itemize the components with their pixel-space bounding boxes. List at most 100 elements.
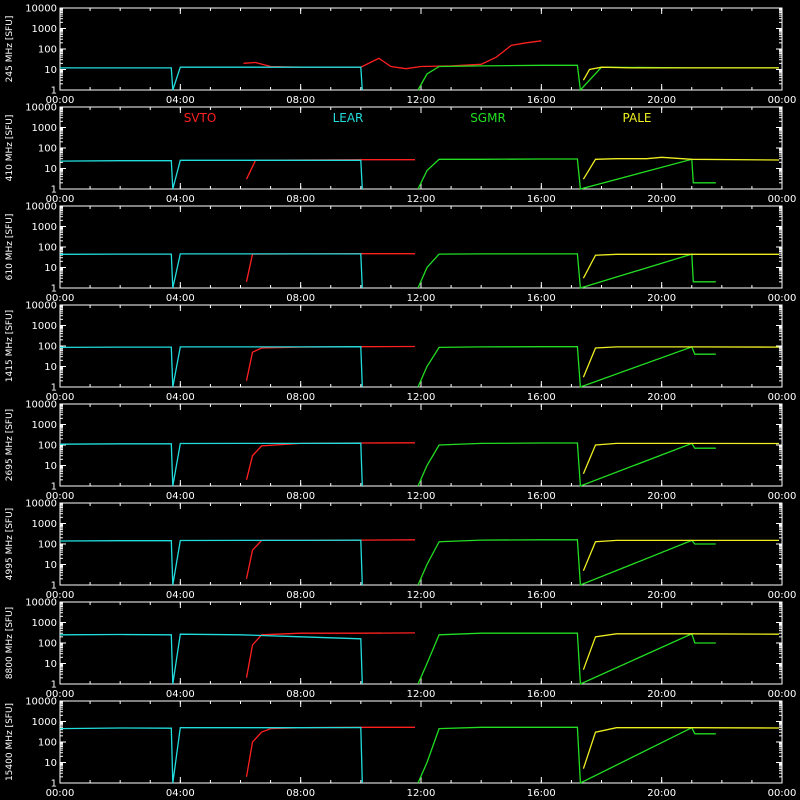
series-sgmr — [417, 345, 716, 388]
series-pale — [582, 633, 780, 670]
y-tick-label: 1 — [51, 482, 57, 493]
series-sgmr — [417, 442, 716, 487]
x-tick-label: 08:00 — [286, 689, 315, 700]
series-lear — [60, 66, 363, 91]
x-tick-label: 12:00 — [407, 194, 436, 205]
x-tick-label: 16:00 — [527, 788, 556, 799]
y-axis-label: 610 MHz [SFU] — [5, 214, 15, 281]
y-axis-label: 1415 MHz [SFU] — [5, 310, 15, 382]
y-tick-label: 100 — [38, 342, 57, 353]
x-tick-label: 20:00 — [647, 590, 676, 601]
x-tick-label: 12:00 — [407, 788, 436, 799]
series-pale — [582, 442, 780, 474]
series-sgmr — [417, 253, 716, 289]
panel-frame — [59, 601, 783, 685]
y-tick-label: 10 — [44, 560, 57, 571]
panel-frame — [59, 7, 783, 91]
panel-5: 1 10 100 1000 10000 00:00 04:00 08:00 12:00 16:00… — [5, 400, 796, 503]
y-tick-label: 10 — [44, 659, 57, 670]
y-tick-label: 10 — [44, 758, 57, 769]
x-tick-label: 00:00 — [768, 194, 797, 205]
series-pale — [582, 66, 779, 81]
series-pale — [582, 727, 780, 769]
legend-entry-pale: PALE — [623, 111, 652, 125]
x-tick-label: 16:00 — [527, 95, 556, 106]
x-tick-label: 00:00 — [46, 95, 75, 106]
panel-2: 1 10 100 1000 10000 00:00 04:00 08:00 12:00 16:00… — [5, 103, 796, 206]
x-tick-label: 20:00 — [647, 491, 676, 502]
series-lear — [59, 633, 363, 685]
y-axis-label: 4995 MHz [SFU] — [5, 508, 15, 580]
x-tick-label: 20:00 — [647, 194, 676, 205]
panel-frame — [59, 700, 783, 784]
x-tick-label: 00:00 — [46, 689, 75, 700]
y-tick-label: 100 — [38, 243, 57, 254]
x-tick-label: 00:00 — [768, 95, 797, 106]
x-tick-label: 00:00 — [768, 788, 797, 799]
x-tick-label: 16:00 — [527, 491, 556, 502]
y-tick-label: 1 — [51, 185, 57, 196]
x-tick-label: 00:00 — [768, 590, 797, 601]
panel-frame — [59, 403, 783, 487]
x-tick-label: 04:00 — [166, 293, 195, 304]
x-tick-label: 12:00 — [407, 392, 436, 403]
y-tick-label: 1000 — [32, 222, 57, 233]
y-tick-label: 10000 — [25, 598, 57, 609]
y-tick-label: 10 — [44, 65, 57, 76]
x-tick-label: 04:00 — [166, 95, 195, 106]
series-svto — [245, 726, 415, 777]
series-lear — [59, 159, 363, 190]
y-tick-label: 100 — [38, 441, 57, 452]
panel-7: 1 10 100 1000 10000 00:00 04:00 08:00 12:00 16:00… — [5, 598, 796, 701]
y-tick-label: 10000 — [25, 400, 57, 411]
x-tick-label: 16:00 — [527, 392, 556, 403]
panel-1: 1 10 100 1000 10000 00:00 04:00 08:00 12:00 16:00… — [5, 4, 796, 107]
x-tick-label: 08:00 — [286, 95, 315, 106]
y-tick-label: 1 — [51, 779, 57, 790]
series-svto — [245, 345, 416, 381]
x-tick-label: 00:00 — [768, 392, 797, 403]
panel-4: 1 10 100 1000 10000 00:00 04:00 08:00 12:00 16:00… — [5, 301, 796, 404]
panel-8: 1 10 100 1000 10000 00:00 04:00 08:00 12:00 16:00… — [5, 697, 796, 800]
x-tick-label: 00:00 — [46, 788, 75, 799]
x-tick-label: 04:00 — [166, 194, 195, 205]
y-tick-label: 1000 — [32, 519, 57, 530]
x-tick-label: 12:00 — [407, 95, 436, 106]
y-tick-label: 1000 — [32, 24, 57, 35]
y-tick-label: 10 — [44, 263, 57, 274]
x-tick-label: 04:00 — [166, 689, 195, 700]
legend-entry-svto: SVTO — [184, 111, 217, 125]
y-axis-label: 410 MHz [SFU] — [5, 115, 15, 182]
series-pale — [582, 253, 779, 279]
series-sgmr — [417, 726, 716, 785]
x-tick-label: 16:00 — [527, 689, 556, 700]
x-tick-label: 00:00 — [768, 293, 797, 304]
x-tick-label: 00:00 — [46, 590, 75, 601]
x-tick-label: 04:00 — [166, 788, 195, 799]
x-tick-label: 08:00 — [286, 392, 315, 403]
x-tick-label: 12:00 — [407, 293, 436, 304]
series-sgmr — [417, 158, 716, 190]
y-tick-label: 1 — [51, 383, 57, 394]
x-tick-label: 12:00 — [407, 491, 436, 502]
x-tick-label: 20:00 — [647, 788, 676, 799]
series-lear — [59, 442, 363, 487]
x-tick-label: 20:00 — [647, 293, 676, 304]
series-sgmr — [417, 539, 716, 586]
x-tick-label: 00:00 — [46, 293, 75, 304]
series-svto — [245, 442, 416, 480]
panel-frame — [59, 205, 783, 289]
x-tick-label: 20:00 — [647, 392, 676, 403]
y-tick-label: 1 — [51, 86, 57, 97]
series-sgmr — [417, 632, 716, 685]
y-tick-label: 1000 — [32, 321, 57, 332]
series-svto — [245, 159, 415, 180]
y-tick-label: 10000 — [25, 4, 57, 15]
x-tick-label: 00:00 — [46, 392, 75, 403]
x-tick-label: 20:00 — [647, 95, 676, 106]
y-tick-label: 100 — [38, 540, 57, 551]
x-tick-label: 08:00 — [286, 590, 315, 601]
x-tick-label: 12:00 — [407, 590, 436, 601]
x-tick-label: 08:00 — [286, 194, 315, 205]
